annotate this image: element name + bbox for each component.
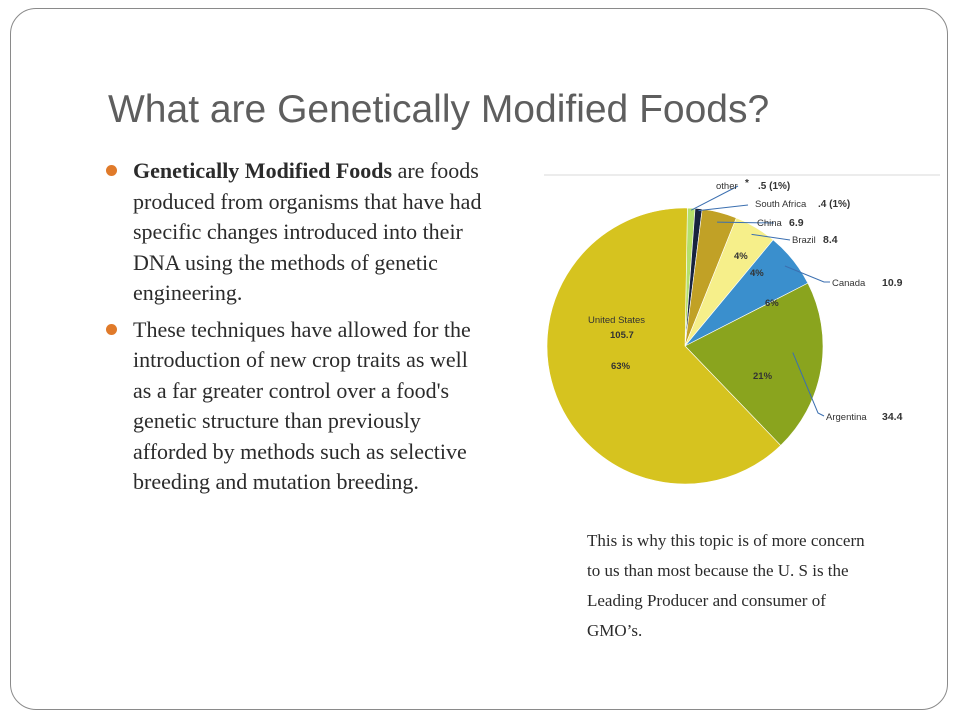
slice-percent-label: 4% — [750, 268, 764, 279]
slice-name-label: South Africa — [755, 199, 807, 210]
slide-title: What are Genetically Modified Foods? — [108, 88, 770, 131]
bullet-list: Genetically Modified Foods are foods pro… — [104, 156, 490, 504]
slice-value-label: 8.4 — [823, 234, 838, 246]
slice-value-label: 10.9 — [882, 277, 903, 289]
bullet-text: are foods produced from organisms that h… — [133, 158, 482, 305]
pie-chart: United States 105.7 63% 21% Argentina 34.4 6% C… — [540, 168, 944, 508]
slice-value-label: 105.7 — [610, 330, 634, 341]
slice-value-label: .5 (1%) — [758, 181, 790, 192]
bullet-item: These techniques have allowed for the in… — [104, 315, 490, 498]
bullet-dot — [106, 165, 117, 176]
slice-name-label: United States — [588, 315, 645, 326]
leader-line-other — [690, 185, 739, 211]
other-marker: * — [745, 178, 749, 189]
slice-name-label: Argentina — [826, 412, 867, 423]
slice-percent-label: 6% — [765, 298, 779, 309]
bullet-item: Genetically Modified Foods are foods pro… — [104, 156, 490, 309]
slice-percent-label: 4% — [734, 251, 748, 262]
bullet-dot — [106, 323, 117, 335]
slice-percent-label: 63% — [611, 361, 631, 372]
leader-line-brazil — [751, 233, 791, 241]
slice-name-label: China — [757, 218, 783, 229]
slice-value-label: .4 (1%) — [818, 199, 850, 210]
slice-value-label: 34.4 — [882, 411, 903, 423]
slice-percent-label: 21% — [753, 371, 773, 382]
pie-slice-argentina — [684, 282, 824, 446]
pie-slice-united-states — [546, 207, 782, 485]
pie-chart-svg: United States 105.7 63% 21% Argentina 34.4 6% C… — [544, 174, 940, 485]
leader-line-south-africa — [698, 204, 749, 212]
bullet-bold-term: Genetically Modified Foods — [133, 158, 393, 183]
slice-name-label: other — [716, 181, 738, 192]
bullet-text: These techniques have allowed for the in… — [133, 316, 471, 495]
slice-name-label: Canada — [832, 278, 866, 289]
leader-line-china — [717, 221, 775, 224]
slice-value-label: 6.9 — [789, 217, 804, 229]
note-text: This is why this topic is of more concer… — [587, 531, 865, 640]
leader-line-argentina — [792, 352, 825, 417]
slice-name-label: Brazil — [792, 235, 816, 246]
leader-line-canada — [784, 265, 830, 283]
